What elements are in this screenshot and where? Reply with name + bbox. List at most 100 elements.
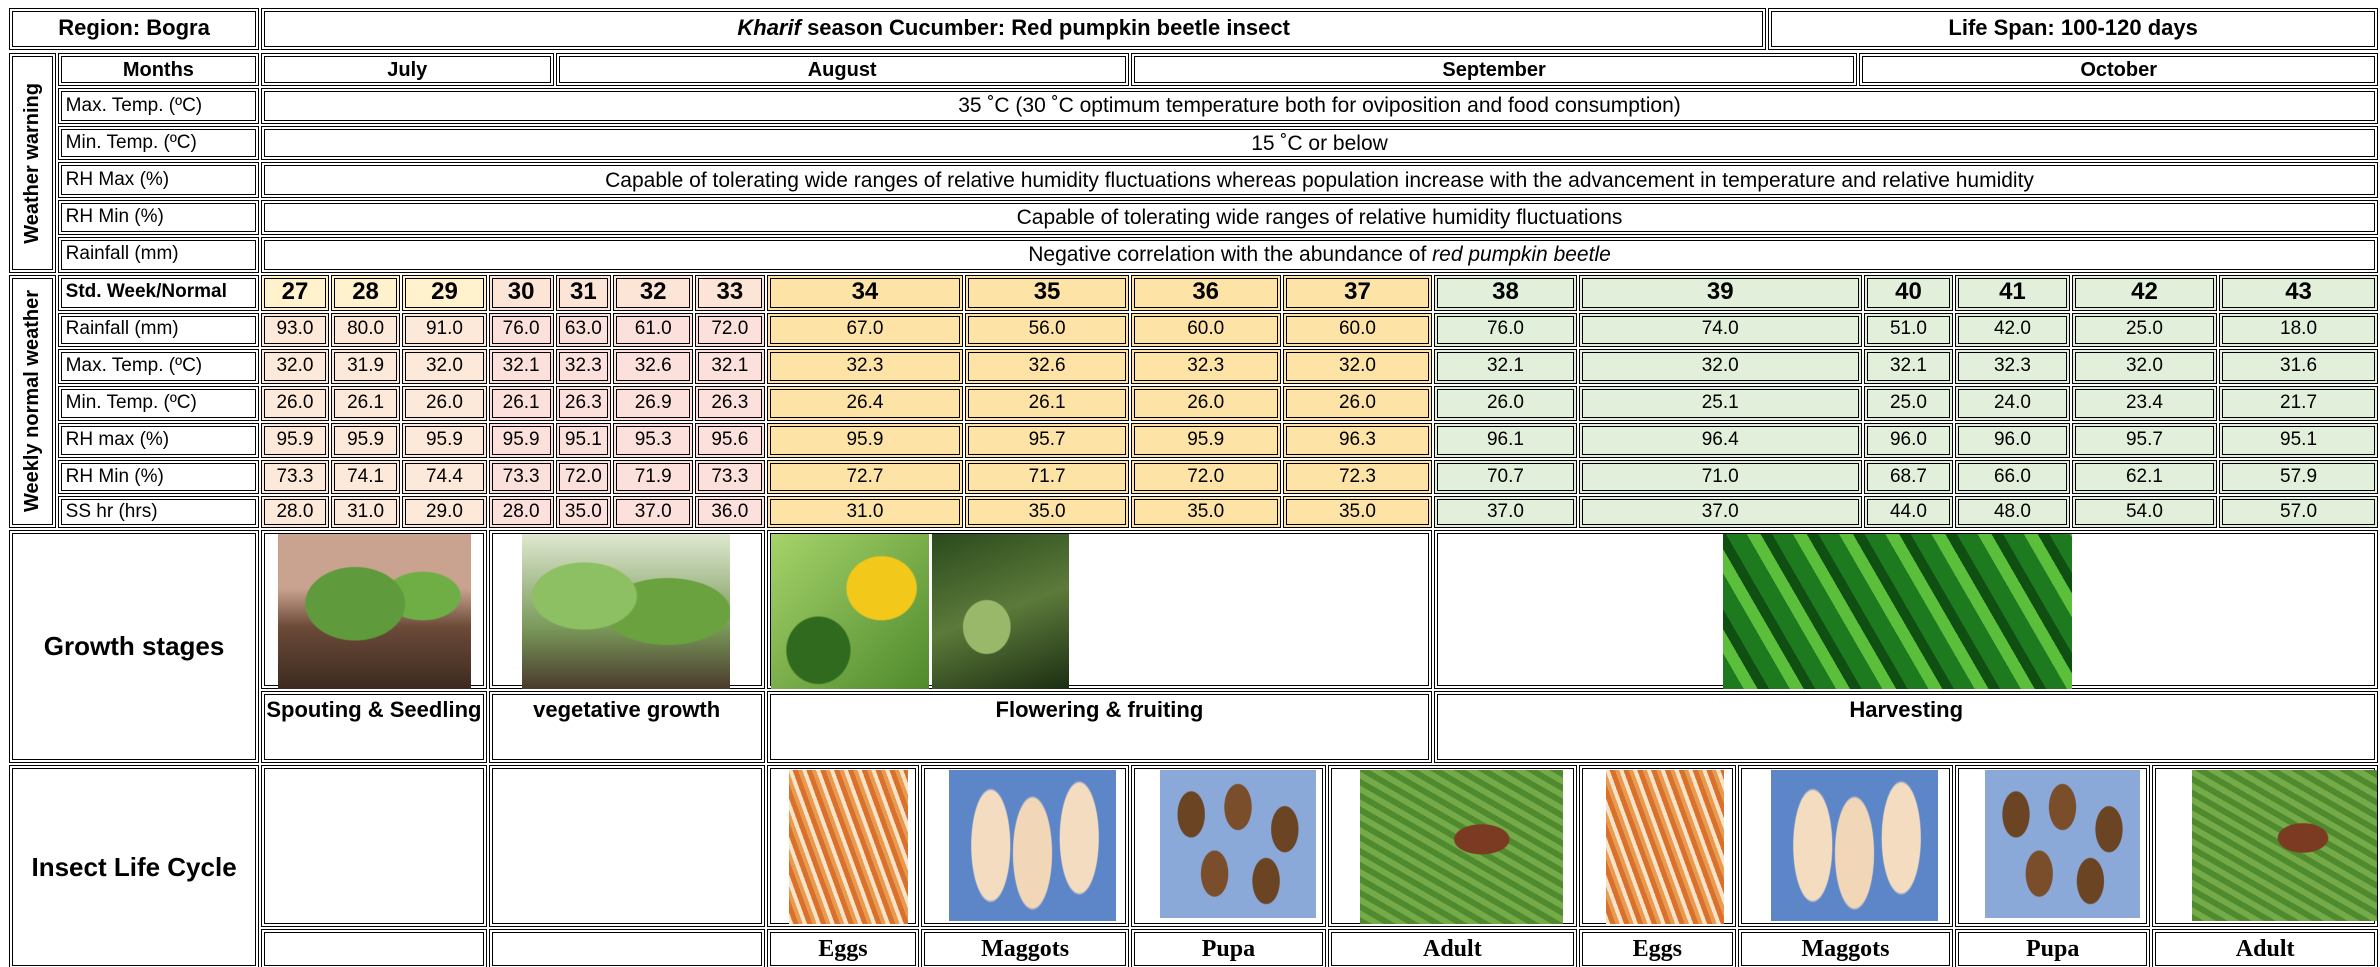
section-label-text: Weather warning xyxy=(20,83,44,244)
growth-stage-text: Harvesting xyxy=(1849,697,1963,723)
weather-value-text: 51.0 xyxy=(1890,318,1927,341)
weather-value-text: 26.1 xyxy=(1029,392,1066,415)
warning-text-text: Capable of tolerating wide ranges of rel… xyxy=(1017,205,1623,230)
insect-stage-text: Pupa xyxy=(2026,935,2079,964)
weather-value-text: 32.3 xyxy=(1994,355,2031,378)
insect-stage: Maggots xyxy=(921,929,1128,967)
weather-value-text: 95.7 xyxy=(1029,429,1066,452)
insect-stage: Adult xyxy=(1328,929,1576,967)
weather-value: 70.7 xyxy=(1434,460,1576,494)
weather-value: 44.0 xyxy=(1864,496,1953,527)
row-label-text: RH max (%) xyxy=(66,429,169,452)
week-number-text: 36 xyxy=(1192,278,1219,307)
weather-value-text: 37.0 xyxy=(1487,501,1524,524)
weather-value: 32.3 xyxy=(1955,349,2070,383)
weather-value: 95.9 xyxy=(331,423,400,457)
row-label: Min. Temp. (ºC) xyxy=(58,126,259,160)
week-number: 37 xyxy=(1283,275,1433,311)
weather-value-text: 35.0 xyxy=(1187,501,1224,524)
weather-value-text: 32.0 xyxy=(1702,355,1739,378)
weather-value: 96.0 xyxy=(1955,423,2070,457)
month-text: September xyxy=(1442,58,1545,82)
document: Region: BograKharif season Cucumber: Red… xyxy=(0,0,2380,967)
photo xyxy=(522,534,730,689)
title-text: season Cucumber: Red pumpkin beetle inse… xyxy=(807,15,1290,41)
weather-value: 26.1 xyxy=(331,386,400,422)
weather-value-text: 32.0 xyxy=(426,355,463,378)
image-cell xyxy=(489,765,765,927)
weather-value-text: 32.1 xyxy=(503,355,540,378)
warning-text-text: Negative correlation with the abundance … xyxy=(1028,242,1426,267)
weather-value: 95.9 xyxy=(261,423,329,457)
weather-value-text: 31.0 xyxy=(347,501,384,524)
weather-value: 61.0 xyxy=(613,313,693,347)
weather-value: 71.7 xyxy=(965,460,1128,494)
weather-value: 72.0 xyxy=(1131,460,1281,494)
weather-value-text: 28.0 xyxy=(276,501,313,524)
growth-stage: Harvesting xyxy=(1434,691,2378,763)
warning-emphasis: red pumpkin beetle xyxy=(1432,242,1611,267)
weather-value-text: 95.9 xyxy=(503,429,540,452)
growth-stage-text: vegetative growth xyxy=(533,697,720,723)
months-label: Months xyxy=(58,53,259,86)
row-label: Rainfall (mm) xyxy=(58,313,259,347)
weather-value-text: 80.0 xyxy=(347,318,384,341)
weather-value: 26.1 xyxy=(965,386,1128,422)
week-number-text: 35 xyxy=(1034,278,1061,307)
week-number-text: 28 xyxy=(352,278,379,307)
row-label-text: Rainfall (mm) xyxy=(66,318,179,341)
weather-value: 60.0 xyxy=(1283,313,1433,347)
month: October xyxy=(1859,53,2378,86)
photo xyxy=(1360,770,1563,925)
weather-value: 32.0 xyxy=(2072,349,2217,383)
row-label: Max. Temp. (ºC) xyxy=(58,88,259,124)
weather-value: 32.1 xyxy=(489,349,554,383)
growth-stage-text: Spouting & Seedling xyxy=(266,697,481,723)
weather-value: 74.0 xyxy=(1579,313,1862,347)
weather-value-text: 76.0 xyxy=(503,318,540,341)
weather-value: 95.7 xyxy=(965,423,1128,457)
week-number-text: 40 xyxy=(1895,278,1922,307)
weather-value-text: 26.9 xyxy=(635,392,672,415)
week-number: 28 xyxy=(331,275,400,311)
weather-value: 29.0 xyxy=(402,496,487,527)
row-label: Max. Temp. (ºC) xyxy=(58,349,259,383)
life-span-text: Life Span: 100-120 days xyxy=(1948,15,2197,41)
row-label-text: RH Min (%) xyxy=(66,206,164,229)
insect-stage-text: Maggots xyxy=(1801,935,1889,964)
weather-value-text: 32.6 xyxy=(1029,355,1066,378)
weather-value-text: 71.0 xyxy=(1702,466,1739,489)
insect-stage: Maggots xyxy=(1738,929,1953,967)
weather-value: 51.0 xyxy=(1864,313,1953,347)
weather-value-text: 37.0 xyxy=(1702,501,1739,524)
weather-value-text: 24.0 xyxy=(1994,392,2031,415)
weather-value-text: 29.0 xyxy=(426,501,463,524)
growth-stage: Flowering & fruiting xyxy=(767,691,1433,763)
week-number: 43 xyxy=(2219,275,2378,311)
weather-value: 73.3 xyxy=(489,460,554,494)
week-number-text: 41 xyxy=(1999,278,2026,307)
weather-value: 72.0 xyxy=(695,313,764,347)
weather-value: 73.3 xyxy=(695,460,764,494)
weather-value: 95.6 xyxy=(695,423,764,457)
weather-value: 32.6 xyxy=(965,349,1128,383)
weather-value: 76.0 xyxy=(1434,313,1576,347)
weather-value-text: 96.0 xyxy=(1994,429,2031,452)
weather-value: 73.3 xyxy=(261,460,329,494)
weather-value: 95.7 xyxy=(2072,423,2217,457)
week-number: 39 xyxy=(1579,275,1862,311)
weather-value: 42.0 xyxy=(1955,313,2070,347)
weather-value-text: 71.9 xyxy=(635,466,672,489)
weather-value: 56.0 xyxy=(965,313,1128,347)
weather-value: 26.0 xyxy=(261,386,329,422)
insect-stage-text: Adult xyxy=(2236,935,2295,964)
insect-stage-text: Eggs xyxy=(1633,935,1682,964)
weather-value: 71.0 xyxy=(1579,460,1862,494)
photo xyxy=(1723,534,2072,689)
weather-value-text: 31.9 xyxy=(347,355,384,378)
warning-text: Capable of tolerating wide ranges of rel… xyxy=(261,200,2378,234)
week-number: 32 xyxy=(613,275,693,311)
weather-value: 32.6 xyxy=(613,349,693,383)
weather-value: 32.0 xyxy=(1283,349,1433,383)
weather-value-text: 57.9 xyxy=(2280,466,2317,489)
